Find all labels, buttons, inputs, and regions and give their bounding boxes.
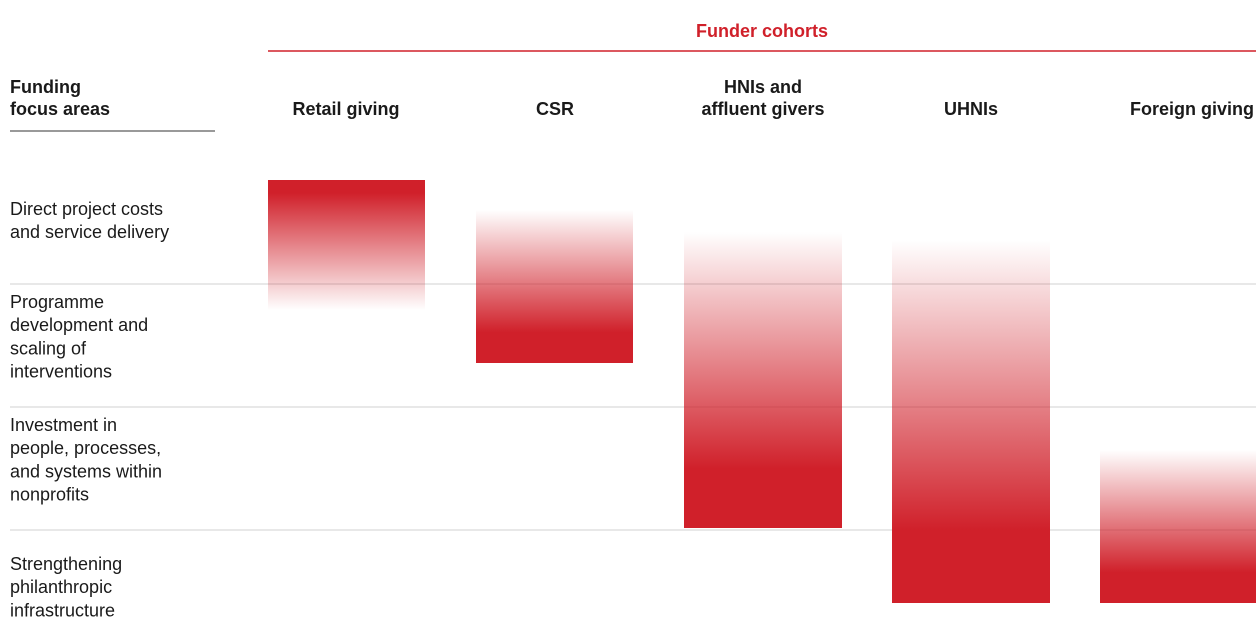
row-header: focus areas bbox=[10, 99, 110, 119]
column-header: CSR bbox=[536, 99, 574, 119]
row-label: nonprofits bbox=[10, 485, 89, 505]
row-header: Funding bbox=[10, 77, 81, 97]
column-header: UHNIs bbox=[944, 99, 998, 119]
row-label: Programme bbox=[10, 292, 104, 312]
column-header: HNIs and bbox=[724, 77, 802, 97]
column-header: affluent givers bbox=[701, 99, 824, 119]
row-label: scaling of bbox=[10, 338, 87, 358]
row-label: and systems within bbox=[10, 461, 162, 481]
column-header: Retail giving bbox=[292, 99, 399, 119]
bar bbox=[268, 180, 425, 310]
row-label: Strengthening bbox=[10, 554, 122, 574]
bar bbox=[892, 240, 1050, 603]
bars bbox=[268, 180, 1256, 603]
row-label: development and bbox=[10, 315, 148, 335]
row-label: interventions bbox=[10, 362, 112, 382]
row-label: philanthropic bbox=[10, 577, 112, 597]
row-label: people, processes, bbox=[10, 438, 161, 458]
row-label: infrastructure bbox=[10, 600, 115, 620]
row-label: and service delivery bbox=[10, 222, 169, 242]
cohorts-title: Funder cohorts bbox=[696, 21, 828, 41]
bar bbox=[476, 210, 633, 363]
column-header: Foreign giving bbox=[1130, 99, 1254, 119]
row-label: Investment in bbox=[10, 415, 117, 435]
bar bbox=[1100, 450, 1256, 603]
row-label: Direct project costs bbox=[10, 199, 163, 219]
bar bbox=[684, 232, 842, 528]
